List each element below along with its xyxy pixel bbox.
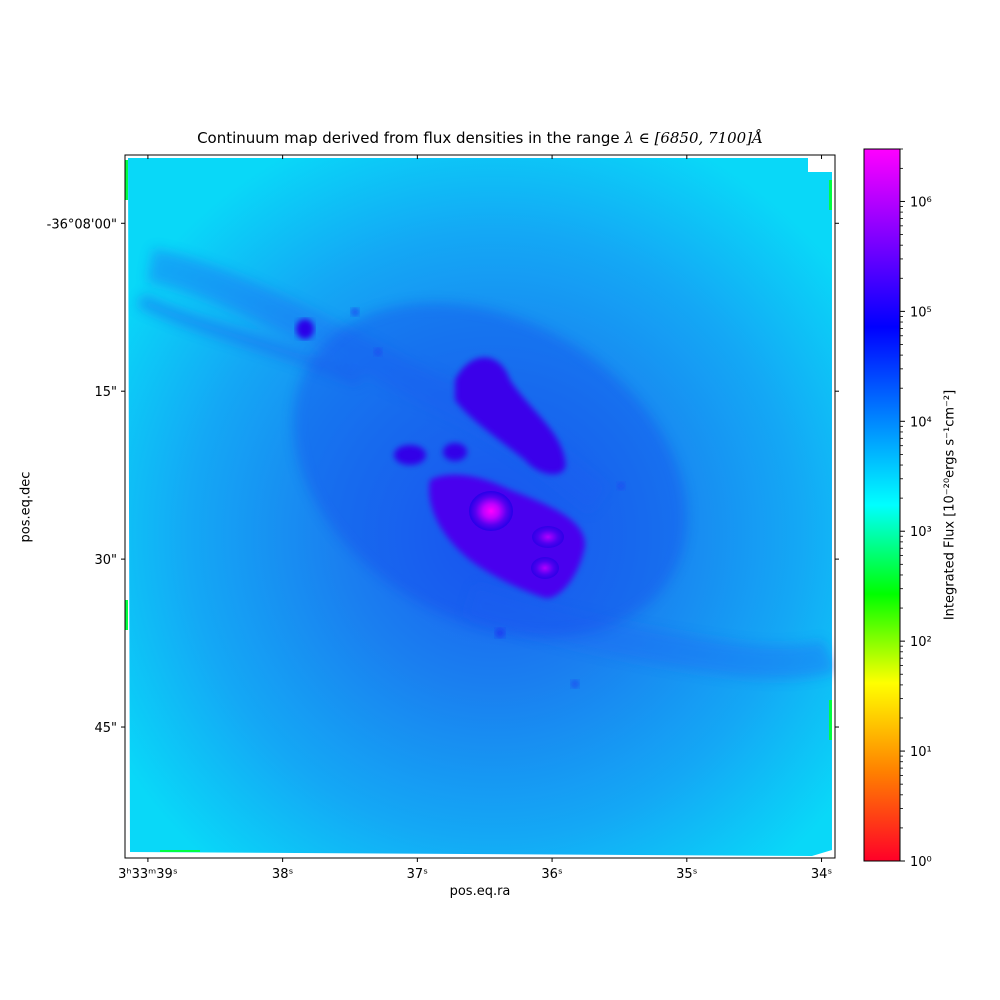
colorbar-tick-label: 10³ — [910, 525, 932, 540]
x-tick-label: 38ˢ — [272, 867, 294, 882]
x-tick-label: 3ʰ33ᵐ39ˢ — [118, 867, 178, 882]
y-tick-label: 30" — [94, 553, 117, 568]
colorbar-tick-label: 10⁴ — [910, 415, 932, 430]
title-math: λ ∈ [6850, 7100]Å — [624, 129, 763, 147]
x-tick-label: 36ˢ — [541, 867, 563, 882]
figure-title: Continuum map derived from flux densitie… — [125, 129, 835, 147]
star-1 — [296, 319, 314, 339]
star-6 — [617, 482, 625, 490]
edge-noise — [125, 160, 832, 852]
colorbar-tick-label: 10² — [910, 635, 932, 650]
knot-1 — [532, 526, 564, 548]
y-tick-label: 15" — [94, 385, 117, 400]
star-5 — [571, 680, 579, 688]
x-tick-label: 34ˢ — [811, 867, 833, 882]
colorbar-tick-label: 10⁶ — [910, 195, 932, 210]
knot-2 — [531, 557, 559, 579]
star-3 — [374, 348, 382, 356]
colorbar-tick-label: 10⁰ — [910, 855, 932, 870]
colorbar-bar — [863, 148, 901, 862]
colorbar-ticks: 10⁰ 10¹ 10² 10³ 10⁴ 10⁵ 10⁶ — [900, 148, 932, 870]
title-text: Continuum map derived from flux densitie… — [197, 129, 625, 147]
x-tick-label: 37ˢ — [407, 867, 429, 882]
x-axis-ticks: 3ʰ33ᵐ39ˢ 38ˢ 37ˢ 36ˢ 35ˢ 34ˢ — [118, 155, 832, 882]
y-axis-ticks: -36°08'00" 15" 30" 45" — [47, 217, 839, 736]
nucleus — [469, 491, 513, 531]
colorbar-tick-label: 10¹ — [910, 745, 932, 760]
x-axis-label: pos.eq.ra — [449, 884, 511, 899]
inner-disk — [293, 302, 687, 638]
x-tick-label: 35ˢ — [676, 867, 698, 882]
star-2 — [351, 308, 359, 316]
heatmap-image — [125, 155, 835, 858]
plot-frame — [124, 154, 836, 859]
y-tick-label: 45" — [94, 721, 117, 736]
y-tick-label: -36°08'00" — [47, 217, 117, 232]
star-4 — [495, 628, 505, 638]
colorbar-tick-label: 10⁵ — [910, 305, 932, 320]
